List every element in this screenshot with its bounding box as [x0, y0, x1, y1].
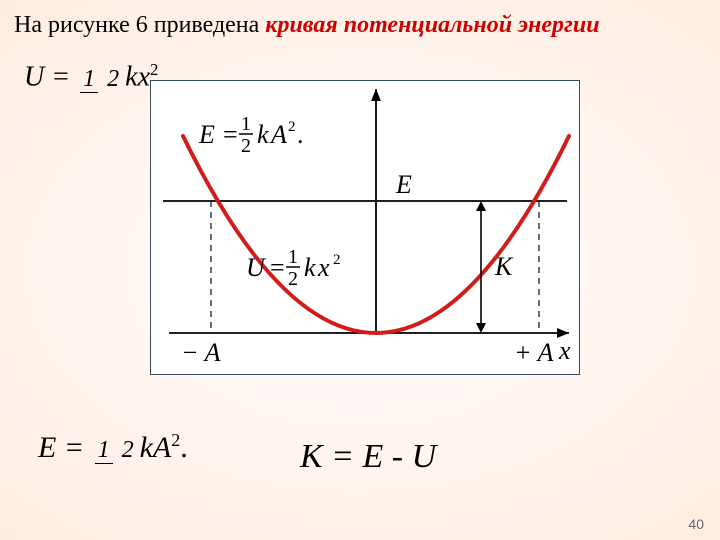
svg-text:=: = [270, 253, 285, 282]
heading-emphasis: кривая потенциальной энергии [265, 12, 599, 38]
formula-u: U = 1 2 kx2 [24, 60, 158, 93]
svg-text:2: 2 [288, 119, 296, 135]
svg-text:E: E [198, 120, 215, 149]
formula-e-lhs: E [38, 431, 56, 464]
svg-text:U: U [246, 253, 267, 282]
svg-text:2: 2 [241, 135, 251, 157]
formula-e-frac: 1 2 [95, 438, 137, 462]
svg-text:k: k [257, 120, 269, 149]
page-number: 40 [688, 516, 704, 532]
svg-text:+ A: + A [514, 338, 554, 367]
svg-text:K: K [494, 252, 514, 281]
formula-u-eq: = [51, 61, 70, 92]
svg-text:.: . [297, 120, 304, 149]
svg-text:x: x [317, 253, 330, 282]
heading-prefix: На рисунке 6 приведена [14, 12, 265, 38]
svg-text:2: 2 [333, 252, 341, 268]
svg-text:− A: − A [181, 338, 221, 367]
svg-text:k: k [304, 253, 316, 282]
formula-u-lhs: U [24, 61, 44, 92]
formula-e: E = 1 2 kA2. [38, 430, 188, 465]
heading-text: На рисунке 6 приведена кривая потенциаль… [14, 12, 600, 39]
svg-text:E: E [395, 170, 412, 199]
svg-text:1: 1 [288, 246, 298, 268]
svg-text:A: A [269, 120, 287, 149]
energy-chart: EKx− A+ AU=12kx2E=12kA2. [150, 80, 580, 375]
svg-text:2: 2 [288, 268, 298, 290]
svg-text:1: 1 [241, 113, 251, 135]
svg-text:x: x [558, 336, 571, 365]
formula-u-frac: 1 2 [80, 67, 122, 91]
svg-text:=: = [223, 120, 238, 149]
formula-k: К = E - U [300, 438, 436, 476]
energy-chart-svg: EKx− A+ AU=12kx2E=12kA2. [151, 81, 579, 374]
